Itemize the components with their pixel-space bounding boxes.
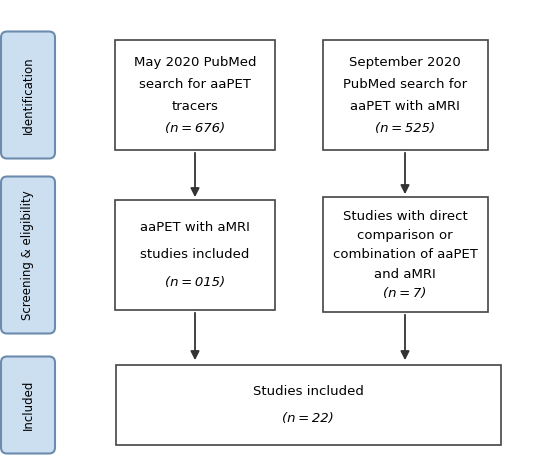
Text: September 2020: September 2020 xyxy=(349,55,461,68)
Text: (n = 22): (n = 22) xyxy=(282,412,334,425)
Text: and aMRI: and aMRI xyxy=(374,268,436,281)
Text: comparison or: comparison or xyxy=(357,229,453,242)
Text: aaPET with aMRI: aaPET with aMRI xyxy=(140,221,250,234)
FancyBboxPatch shape xyxy=(1,357,55,453)
Text: (n = 525): (n = 525) xyxy=(375,121,435,134)
Text: (n = 676): (n = 676) xyxy=(165,121,225,134)
Text: (n = 015): (n = 015) xyxy=(165,276,225,289)
Text: studies included: studies included xyxy=(140,248,249,261)
Text: (n = 7): (n = 7) xyxy=(383,287,427,300)
Text: Studies included: Studies included xyxy=(253,385,363,398)
FancyBboxPatch shape xyxy=(116,365,501,445)
Text: search for aaPET: search for aaPET xyxy=(139,78,251,91)
FancyBboxPatch shape xyxy=(322,198,488,312)
Text: Identification: Identification xyxy=(22,56,35,134)
Text: May 2020 PubMed: May 2020 PubMed xyxy=(134,55,256,68)
Text: Screening & eligibility: Screening & eligibility xyxy=(22,190,35,320)
Text: combination of aaPET: combination of aaPET xyxy=(333,248,477,261)
Text: tracers: tracers xyxy=(172,100,219,113)
FancyBboxPatch shape xyxy=(1,177,55,333)
Text: PubMed search for: PubMed search for xyxy=(343,78,467,91)
FancyBboxPatch shape xyxy=(115,200,275,310)
FancyBboxPatch shape xyxy=(115,40,275,150)
Text: Studies with direct: Studies with direct xyxy=(342,210,468,223)
Text: Included: Included xyxy=(22,380,35,430)
FancyBboxPatch shape xyxy=(1,32,55,159)
FancyBboxPatch shape xyxy=(322,40,488,150)
Text: aaPET with aMRI: aaPET with aMRI xyxy=(350,100,460,113)
